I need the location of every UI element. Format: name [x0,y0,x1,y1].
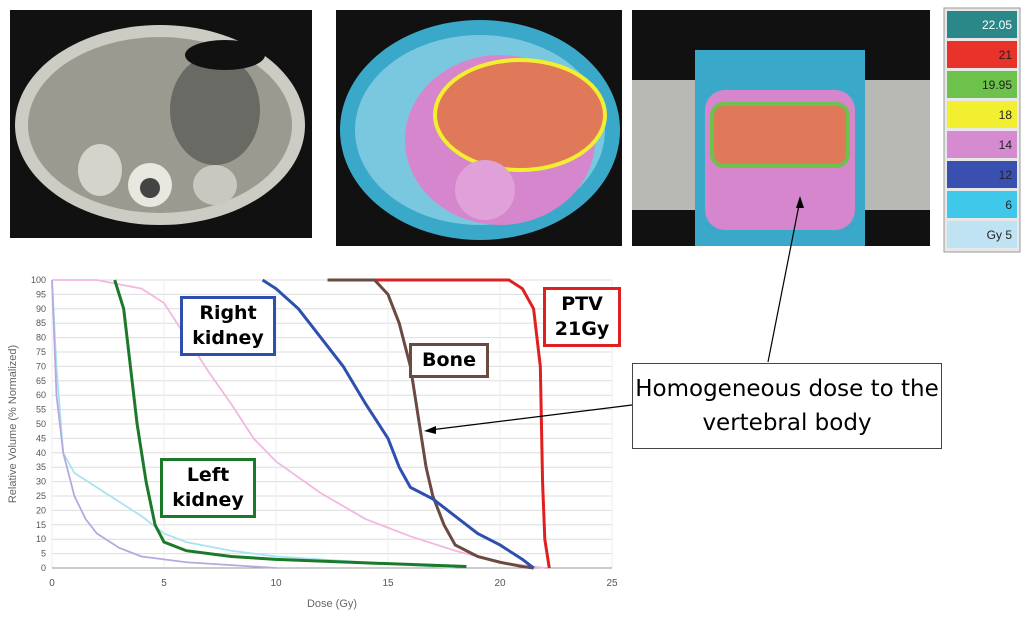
annotation-arrow [767,199,801,363]
y-tick-label: 45 [36,433,46,443]
y-tick-label: 30 [36,477,46,487]
dose-label: 21 [999,48,1013,62]
y-tick-label: 50 [36,419,46,429]
dose-overlay-axial [336,10,622,246]
dose-swatch [947,161,1017,188]
annotation-arrow [429,404,633,431]
dose-label: 6 [1005,198,1012,212]
arrow-head [796,196,804,208]
dvh-curve [51,279,277,569]
dose-swatch [947,221,1017,248]
dvh-chart: Dose (Gy) Relative Volume (% Normalized)… [7,275,618,610]
x-tick-label: 20 [494,578,506,589]
y-axis-label: Relative Volume (% Normalized) [7,345,19,503]
curve-label: Right kidney [180,296,276,356]
y-tick-label: 80 [36,333,46,343]
y-tick-label: 95 [36,289,46,299]
x-tick-label: 0 [49,578,55,589]
x-tick-label: 5 [161,578,167,589]
y-tick-label: 40 [36,448,46,458]
y-tick-label: 20 [36,505,46,515]
y-tick-label: 25 [36,491,46,501]
y-tick-label: 70 [36,361,46,371]
dose-swatch [947,131,1017,158]
dose-swatch [947,101,1017,128]
dose-swatch [947,11,1017,38]
y-tick-label: 0 [41,563,46,573]
dose-label: 19.95 [982,78,1012,92]
x-tick-label: 15 [382,578,394,589]
x-tick-label: 10 [270,578,282,589]
dose-overlay-sagittal [632,10,930,246]
dose-label: 22.05 [982,18,1012,32]
dose-swatch [947,191,1017,218]
dose-label: 12 [999,168,1013,182]
x-tick-label: 25 [606,578,618,589]
y-tick-label: 75 [36,347,46,357]
dose-label: 18 [999,108,1013,122]
x-axis-label: Dose (Gy) [307,598,357,610]
dvh-curve [113,279,467,569]
dose-label: Gy 5 [987,228,1013,242]
dvh-curve [374,278,551,569]
ct-image [10,10,312,238]
y-tick-label: 100 [31,275,46,285]
arrow-head [424,426,436,434]
dvh-curve [327,278,534,570]
dose-scale: 22.05 21 19.95 18 14 12 6 Gy 5 [943,7,1021,253]
curve-label: Bone [409,343,489,378]
dose-swatch [947,71,1017,98]
y-tick-label: 60 [36,390,46,400]
y-tick-label: 15 [36,520,46,530]
y-tick-label: 5 [41,549,46,559]
y-tick-label: 90 [36,304,46,314]
y-tick-label: 10 [36,534,46,544]
y-tick-label: 85 [36,318,46,328]
dose-swatch [947,41,1017,68]
dvh-curve [261,278,535,570]
curve-label: PTV 21Gy [543,287,621,347]
annotation: Homogeneous dose to the vertebral body [632,363,942,449]
y-tick-label: 35 [36,462,46,472]
y-tick-label: 65 [36,376,46,386]
curve-label: Left kidney [160,458,256,518]
y-tick-label: 55 [36,405,46,415]
dose-label: 14 [999,138,1013,152]
dvh-curve [52,279,545,569]
